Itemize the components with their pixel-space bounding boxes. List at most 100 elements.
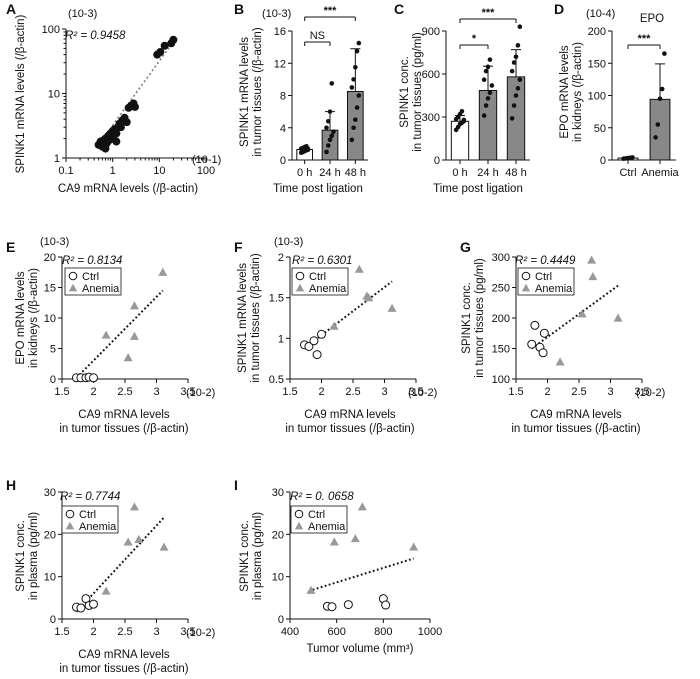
y-tick-label: 15 <box>44 283 56 295</box>
panel-e: E (10-3) (10-2) R² = 0.8134 CA9 mRNA lev… <box>6 236 215 435</box>
panel-h-y-label-line1: SPINK1 conc. <box>15 520 27 592</box>
y-tick-label: 10 <box>272 572 284 584</box>
significance-label: * <box>472 33 477 45</box>
data-point <box>481 113 487 118</box>
trendline <box>531 284 619 350</box>
ctrl-point <box>327 602 337 612</box>
x-tick-label: 2.5 <box>571 386 586 398</box>
x-tick-label: 1.5 <box>508 386 523 398</box>
panel-h-x-label-line1: CA9 mRNA levels <box>78 649 170 661</box>
anemia-point <box>306 585 316 594</box>
trendline <box>75 516 165 613</box>
data-point <box>353 64 358 70</box>
x-tick-label: 1000 <box>418 626 442 638</box>
y-tick-label: 300 <box>422 112 440 124</box>
panel-h-y-label-line2: in plasma (pg/ml) <box>28 512 40 600</box>
x-tick-label: 2 <box>318 386 324 398</box>
panel-c-y-label-line1: SPINK1 conc. <box>399 56 411 128</box>
panel-g-x-label-line2: in tumor tissues (/β-actin) <box>511 423 640 435</box>
data-point <box>331 129 336 135</box>
data-point <box>160 41 169 50</box>
panel-e-x-label-line2: in tumor tissues (/β-actin) <box>59 423 188 435</box>
x-tick-label: 3 <box>153 386 159 398</box>
data-point <box>513 93 519 98</box>
ctrl-point <box>538 348 548 358</box>
x-tick-label: 3.5 <box>180 386 195 398</box>
anemia-point <box>158 267 168 276</box>
data-point <box>461 117 467 123</box>
anemia-point <box>409 542 419 551</box>
y-tick-label: 0.5 <box>269 374 284 386</box>
legend-ctrl-marker <box>68 271 78 281</box>
legend-anemia-label: Anemia <box>309 283 347 295</box>
x-tick-label: 24 h <box>477 167 498 179</box>
anemia-point <box>329 321 339 330</box>
ctrl-point <box>527 339 537 349</box>
ctrl-point <box>317 329 326 339</box>
panel-c-x-label: Time post ligation <box>433 183 523 195</box>
x-tick-label: 2.5 <box>345 386 360 398</box>
anemia-point <box>101 330 111 339</box>
y-tick-label: 600 <box>422 69 440 81</box>
y-tick-label: 30 <box>272 487 284 499</box>
data-point <box>485 96 491 101</box>
significance-label: *** <box>324 5 338 17</box>
ctrl-point <box>312 350 322 360</box>
y-tick-label: 150 <box>492 344 510 356</box>
data-point <box>517 24 523 30</box>
data-point <box>356 40 362 46</box>
ctrl-point <box>530 320 540 330</box>
panel-d-y-label-line1: EPO mRNA levels <box>559 45 571 139</box>
data-point <box>130 102 139 111</box>
bar <box>346 90 364 161</box>
x-tick-label: 800 <box>374 626 392 638</box>
ctrl-point <box>309 336 319 346</box>
panel-g-x-multiplier: (10-2) <box>636 387 665 399</box>
data-point <box>325 143 331 148</box>
panel-e-x-label-line1: CA9 mRNA levels <box>78 409 170 421</box>
x-tick-label: Anemia <box>641 167 679 179</box>
y-tick-label: 0 <box>278 614 284 626</box>
data-point <box>324 149 329 155</box>
panel-label-b: B <box>234 1 244 17</box>
panel-c-y-label-line2: in tumor tissues (pg/ml) <box>412 32 424 152</box>
panel-g-x-label-line1: CA9 mRNA levels <box>530 409 622 421</box>
data-point <box>511 103 517 108</box>
y-tick-label: 900 <box>422 26 440 38</box>
data-point <box>662 51 667 56</box>
data-point <box>351 125 356 131</box>
legend-anemia-marker <box>521 283 531 292</box>
ctrl-point <box>89 373 98 383</box>
anemia-point <box>101 586 111 595</box>
data-point <box>325 119 331 124</box>
data-point <box>116 123 125 132</box>
anemia-point <box>364 293 374 302</box>
y-tick-label: 1.5 <box>269 293 284 305</box>
x-tick-label: 0 h <box>297 167 312 179</box>
ctrl-point <box>89 599 98 609</box>
anemia-point <box>588 272 598 281</box>
panel-i-y-label-line1: SPINK1 conc. <box>239 520 251 592</box>
panel-b-y-label-line1: SPINK1 mRNA levels <box>239 37 251 147</box>
y-tick-label: 8 <box>280 91 286 103</box>
data-point <box>156 47 165 56</box>
y-tick-label: 100 <box>588 91 606 103</box>
data-point <box>169 35 178 44</box>
panel-a-y-label: SPINK1 mRNA levels (/β-actin) <box>15 14 27 173</box>
anemia-point <box>613 313 623 322</box>
x-tick-label: 3 <box>153 626 159 638</box>
anemia-point <box>577 309 587 318</box>
legend-ctrl-label: Ctrl <box>309 271 326 283</box>
data-point <box>515 86 521 91</box>
legend-anemia-marker <box>68 283 78 292</box>
x-tick-label: 3 <box>607 386 613 398</box>
panel-b: B (10-3) Time post ligation SPINK1 mRNA … <box>234 1 368 195</box>
panel-a-r2: R² = 0.9458 <box>65 30 126 42</box>
anemia-point <box>555 357 565 366</box>
data-point <box>112 129 121 138</box>
x-tick-label: 2 <box>90 386 96 398</box>
y-tick-label: 200 <box>588 26 606 38</box>
data-point <box>324 125 329 131</box>
legend-anemia-marker <box>65 521 75 530</box>
y-tick-label: 1 <box>54 153 60 165</box>
